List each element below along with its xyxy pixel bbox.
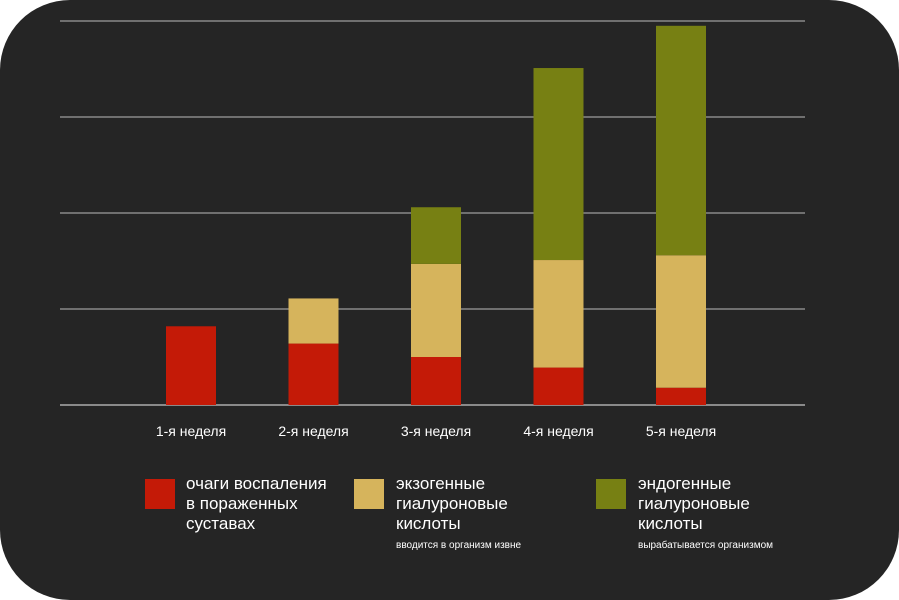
bar-exogenous-week-3 — [411, 263, 461, 357]
bar-exogenous-week-4 — [533, 260, 584, 368]
bar-endogenous-week-4 — [533, 68, 584, 261]
x-tick-label: 4-я неделя — [523, 423, 593, 439]
bar-exogenous-week-5 — [656, 255, 706, 388]
bar-endogenous-week-5 — [656, 25, 706, 256]
stacked-bar-chart: 1-я неделя 2-я неделя 3-я неделя 4-я неделя… — [60, 20, 805, 439]
legend-label-exogenous: экзогенные гиалуроновые кислоты — [396, 474, 508, 533]
legend-note-endogenous: вырабатывается организмом — [638, 540, 773, 551]
legend-swatch-inflammation — [145, 479, 175, 509]
x-tick-label: 1-я неделя — [156, 423, 226, 439]
bar-inflammation-week-1 — [166, 326, 216, 405]
legend-label-endogenous: эндогенные гиалуроновые кислоты — [638, 474, 750, 533]
x-tick-label: 2-я неделя — [278, 423, 348, 439]
legend-swatch-endogenous — [596, 479, 626, 509]
bars — [166, 25, 706, 405]
bar-inflammation-week-2 — [288, 343, 339, 405]
bar-inflammation-week-3 — [411, 357, 461, 405]
x-tick-label: 3-я неделя — [401, 423, 471, 439]
bar-inflammation-week-5 — [656, 387, 706, 405]
x-tick-labels: 1-я неделя 2-я неделя 3-я неделя 4-я неделя… — [156, 423, 716, 439]
bar-exogenous-week-2 — [288, 298, 339, 344]
bar-endogenous-week-3 — [411, 207, 461, 264]
legend-label-inflammation: очаги воспаления в пораженных суставах — [186, 474, 327, 533]
legend-note-exogenous: вводится в организм извне — [396, 540, 522, 551]
legend-swatch-exogenous — [354, 479, 384, 509]
bar-inflammation-week-4 — [533, 367, 584, 405]
x-tick-label: 5-я неделя — [646, 423, 716, 439]
